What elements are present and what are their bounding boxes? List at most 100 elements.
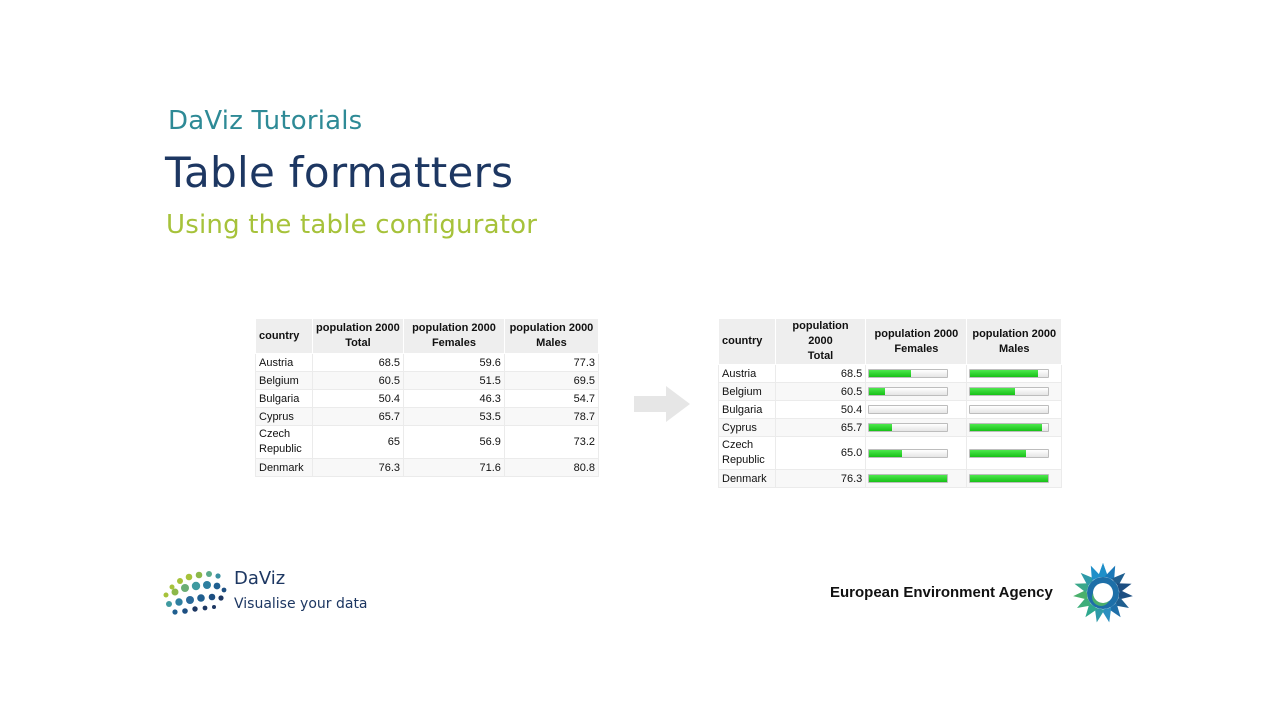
males-progress-bar	[969, 423, 1050, 432]
table-header-row: country population 2000 Total population…	[255, 318, 600, 354]
males-progress-bar	[969, 387, 1050, 396]
cell-total: 65.0	[774, 436, 867, 470]
table-row: Denmark 76.3	[718, 469, 1062, 488]
cell-total: 68.5	[774, 364, 867, 383]
cell-total: 65.7	[774, 418, 867, 437]
cell-total: 50.4	[311, 389, 405, 408]
cell-country: Czech Republic	[255, 425, 313, 459]
cell-country: Cyprus	[255, 407, 313, 426]
cell-country: Belgium	[255, 371, 313, 390]
progress-fill	[970, 370, 1039, 377]
series-label: DaViz Tutorials	[168, 106, 363, 136]
cell-country: Denmark	[718, 469, 776, 488]
header-males-line1: population 2000	[972, 327, 1057, 340]
header-total: population 2000 Total	[311, 318, 405, 354]
header-females-line2: Females	[894, 342, 939, 355]
cell-males: 77.3	[503, 353, 600, 372]
table-row: Cyprus 65.7 53.5 78.7	[255, 407, 600, 426]
header-males-line2: Males	[536, 337, 567, 349]
cell-females-bar	[865, 436, 968, 470]
table-row: Belgium 60.5 51.5 69.5	[255, 371, 600, 390]
cell-males: 78.7	[503, 407, 600, 426]
females-progress-bar	[868, 448, 949, 458]
females-progress-bar	[868, 474, 949, 483]
table-row: Czech Republic 65.0	[718, 436, 1062, 470]
males-progress-bar	[969, 405, 1050, 414]
header-country: country	[718, 318, 776, 365]
daviz-dots-logo	[163, 571, 227, 615]
cell-females-bar	[865, 469, 968, 488]
header-country: country	[255, 318, 313, 354]
daviz-brand-name: DaViz	[234, 568, 286, 589]
header-females: population 2000 Females	[865, 318, 968, 365]
eea-logo	[1073, 563, 1133, 623]
progress-fill	[869, 370, 911, 377]
table-row: Czech Republic 65 56.9 73.2	[255, 425, 600, 459]
cell-country: Belgium	[718, 382, 776, 401]
header-females-line2: Females	[431, 337, 476, 349]
slide-title: Table formatters	[165, 148, 514, 197]
cell-males-bar	[966, 418, 1062, 437]
header-males: population 2000 Males	[503, 318, 600, 354]
table-after: country population 2000 Total population…	[718, 318, 1062, 488]
females-progress-bar	[868, 369, 949, 378]
table-row: Austria 68.5	[718, 364, 1062, 383]
cell-total: 60.5	[774, 382, 867, 401]
cell-females-bar	[865, 418, 968, 437]
cell-males: 69.5	[503, 371, 600, 390]
cell-females: 53.5	[403, 407, 505, 426]
cell-total: 76.3	[774, 469, 867, 488]
daviz-tagline: Visualise your data	[234, 596, 368, 612]
progress-fill	[970, 424, 1043, 431]
header-females-line1: population 2000	[412, 322, 496, 334]
cell-females: 51.5	[403, 371, 505, 390]
cell-country: Cyprus	[718, 418, 776, 437]
right-arrow-icon	[634, 386, 690, 422]
progress-fill	[869, 388, 885, 395]
cell-males-bar	[966, 400, 1062, 419]
females-progress-bar	[868, 387, 949, 396]
cell-males: 80.8	[503, 458, 600, 477]
table-row: Cyprus 65.7	[718, 418, 1062, 437]
cell-total: 68.5	[311, 353, 405, 372]
header-males: population 2000 Males	[966, 318, 1062, 365]
cell-country: Denmark	[255, 458, 313, 477]
cell-total: 76.3	[311, 458, 405, 477]
males-progress-bar	[969, 448, 1050, 458]
header-males-line1: population 2000	[509, 322, 594, 334]
cell-males: 54.7	[503, 389, 600, 408]
cell-males-bar	[966, 436, 1062, 470]
table-row: Austria 68.5 59.6 77.3	[255, 353, 600, 372]
cell-country: Bulgaria	[255, 389, 313, 408]
cell-males: 73.2	[503, 425, 600, 459]
header-total-line2: Total	[345, 337, 371, 349]
progress-fill	[970, 388, 1015, 395]
eea-brand-name: European Environment Agency	[830, 584, 1053, 601]
cell-females: 46.3	[403, 389, 505, 408]
header-males-line2: Males	[998, 342, 1030, 355]
table-row: Belgium 60.5	[718, 382, 1062, 401]
females-progress-bar	[868, 423, 949, 432]
cell-total: 50.4	[774, 400, 867, 419]
cell-total: 65.7	[311, 407, 405, 426]
cell-country: Bulgaria	[718, 400, 776, 419]
header-total-line1: population 2000	[316, 322, 400, 334]
cell-country: Austria	[718, 364, 776, 383]
males-progress-bar	[969, 369, 1050, 378]
females-progress-bar	[868, 405, 949, 414]
cell-females: 59.6	[403, 353, 505, 372]
cell-males-bar	[966, 469, 1062, 488]
header-total-line2: Total	[807, 350, 834, 362]
males-progress-bar	[969, 474, 1050, 483]
cell-country: Czech Republic	[718, 436, 776, 470]
cell-females-bar	[865, 400, 968, 419]
table-row: Bulgaria 50.4	[718, 400, 1062, 419]
header-females: population 2000 Females	[403, 318, 505, 354]
progress-fill	[970, 449, 1026, 457]
cell-males-bar	[966, 382, 1062, 401]
cell-males-bar	[966, 364, 1062, 383]
table-row: Denmark 76.3 71.6 80.8	[255, 458, 600, 477]
table-header-row: country population 2000 Total population…	[718, 318, 1062, 365]
header-total: population 2000 Total	[774, 318, 867, 365]
header-total-line1: population 2000	[792, 320, 849, 347]
